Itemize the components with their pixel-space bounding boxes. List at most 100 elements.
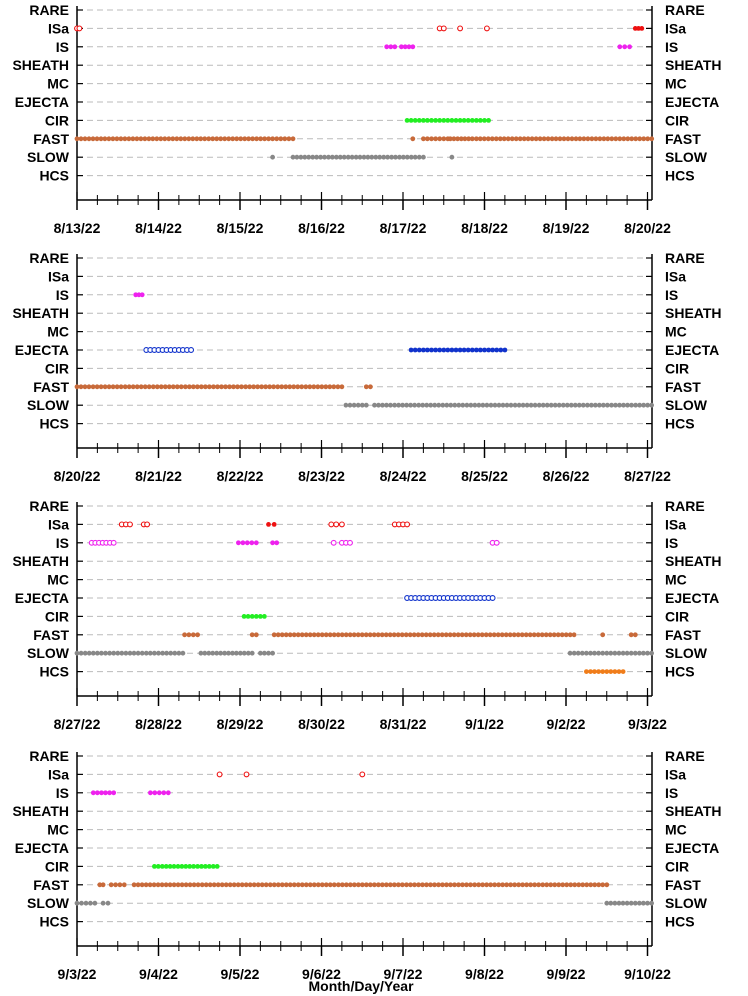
data-point-fast xyxy=(448,882,453,888)
data-point-slow xyxy=(147,650,153,656)
data-point-fast xyxy=(551,632,557,638)
y-tick-label-right: CIR xyxy=(665,608,689,624)
data-point-slow xyxy=(380,402,385,408)
data-point-cir xyxy=(449,118,455,123)
data-point-slow xyxy=(82,650,88,656)
y-tick-label-left: FAST xyxy=(33,131,69,147)
data-point-slow xyxy=(641,650,646,656)
data-point-fast xyxy=(295,384,301,390)
data-point-fast xyxy=(363,632,369,638)
y-tick-label-right: HCS xyxy=(665,914,695,930)
data-point-fast xyxy=(202,136,208,142)
y-tick-label-left: MC xyxy=(47,572,69,588)
data-point-fast xyxy=(400,882,405,888)
data-point-fast xyxy=(501,136,507,142)
data-point-fast xyxy=(489,136,495,142)
y-tick-label-right: FAST xyxy=(665,131,701,147)
data-point-slow xyxy=(349,154,355,160)
y-tick-label-left: EJECTA xyxy=(15,342,69,358)
data-point-ejecta xyxy=(465,347,471,353)
data-point-fast xyxy=(215,882,221,888)
data-point-fast xyxy=(251,882,257,888)
data-point-slow xyxy=(385,154,390,160)
data-point-fast xyxy=(363,384,369,390)
data-point-fast xyxy=(263,882,269,888)
data-point-fast xyxy=(343,632,349,638)
data-point-fast xyxy=(463,632,469,638)
data-point-fast xyxy=(411,632,417,638)
data-point-fast xyxy=(122,384,128,390)
data-point-slow xyxy=(214,650,220,656)
data-point-fast xyxy=(481,136,487,142)
data-point-slow xyxy=(464,402,470,408)
data-point-cir xyxy=(187,864,193,869)
data-point-slow xyxy=(584,650,589,656)
y-tick-label-right: CIR xyxy=(665,112,689,128)
data-point-fast xyxy=(336,882,341,888)
data-point-fast xyxy=(279,384,285,390)
data-point-fast xyxy=(359,632,365,638)
data-point-slow xyxy=(589,402,594,408)
data-point-hcs xyxy=(612,669,618,674)
data-point-slow xyxy=(408,154,414,160)
data-point-fast xyxy=(581,136,587,142)
data-point-fast xyxy=(139,882,145,888)
data-point-fast xyxy=(496,882,501,888)
x-tick-label: 8/30/22 xyxy=(298,716,345,732)
data-point-fast xyxy=(134,384,140,390)
data-point-fast xyxy=(86,384,92,390)
data-point-slow xyxy=(347,402,353,408)
data-point-slow xyxy=(74,900,80,906)
data-point-fast xyxy=(206,136,212,142)
data-point-fast xyxy=(537,136,543,142)
data-point-fast xyxy=(477,136,483,142)
data-point-slow xyxy=(372,402,377,408)
data-point-fast xyxy=(355,632,361,638)
data-point-slow xyxy=(119,650,125,656)
data-point-slow xyxy=(609,402,614,408)
x-tick-label: 8/19/22 xyxy=(543,220,590,236)
x-tick-label: 8/21/22 xyxy=(135,468,182,484)
data-point-slow xyxy=(448,402,454,408)
data-point-slow xyxy=(160,650,166,656)
data-point-fast xyxy=(641,136,647,142)
data-point-fast xyxy=(287,632,293,638)
data-point-is xyxy=(617,44,623,50)
data-point-fast xyxy=(597,136,603,142)
data-point-fast xyxy=(223,882,229,888)
data-point-fast xyxy=(226,136,232,142)
y-tick-label-left: SLOW xyxy=(27,895,70,911)
data-point-slow xyxy=(608,900,614,906)
data-point-fast xyxy=(600,882,606,888)
data-point-cir xyxy=(429,118,434,123)
data-point-fast xyxy=(588,882,594,888)
data-point-fast xyxy=(286,136,292,142)
data-point-slow xyxy=(345,154,351,160)
data-point-fast xyxy=(491,632,497,638)
data-point-slow xyxy=(241,650,247,656)
data-point-is xyxy=(270,540,275,546)
data-point-slow xyxy=(637,900,642,906)
data-point-slow xyxy=(516,402,522,408)
data-point-fast xyxy=(376,882,381,888)
data-point-fast xyxy=(392,882,397,888)
data-point-fast xyxy=(335,632,341,638)
data-point-ejecta xyxy=(437,347,443,353)
data-point-slow xyxy=(424,402,430,408)
data-point-fast xyxy=(159,882,165,888)
data-point-fast xyxy=(86,136,92,142)
x-tick-label: 9/4/22 xyxy=(139,966,178,982)
data-point-fast xyxy=(419,632,425,638)
data-point-fast xyxy=(100,882,106,888)
data-point-slow xyxy=(592,650,597,656)
data-point-fast xyxy=(151,882,157,888)
data-point-slow xyxy=(389,154,394,160)
data-point-fast xyxy=(344,882,349,888)
data-point-fast xyxy=(283,882,289,888)
data-point-slow xyxy=(396,402,401,408)
data-point-ejecta xyxy=(421,347,426,353)
x-tick-label: 8/31/22 xyxy=(380,716,427,732)
data-point-slow xyxy=(270,154,275,160)
data-point-fast xyxy=(632,632,638,638)
